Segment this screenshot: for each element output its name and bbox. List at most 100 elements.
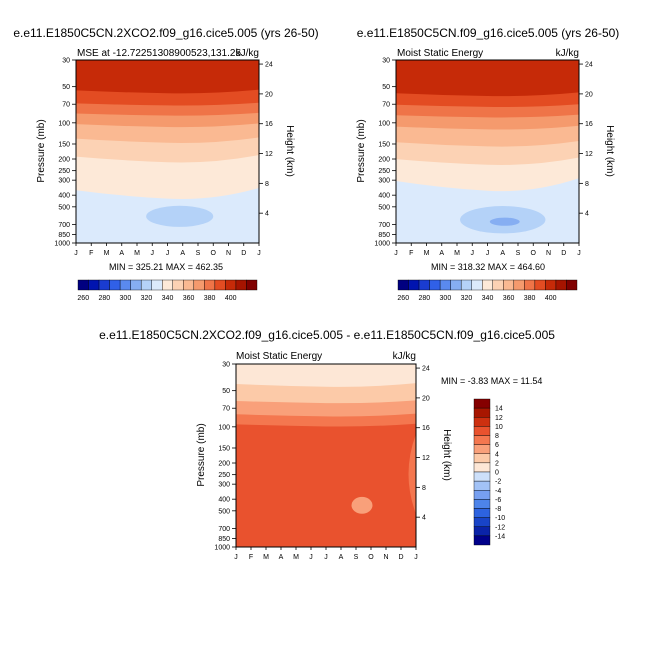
contour-band (76, 60, 259, 94)
colorbar-label: 12 (495, 415, 503, 422)
colorbar-label: 4 (495, 451, 499, 458)
colorbar-swatch (513, 279, 525, 291)
colorbar-swatch (418, 279, 430, 291)
colorbar-swatch (473, 444, 491, 454)
y-right-tick-label: 20 (585, 91, 593, 98)
y-tick-label: 200 (218, 461, 230, 468)
colorbar-label: 10 (495, 424, 503, 431)
x-tick-label: A (500, 250, 505, 257)
colorbar-swatch (524, 279, 536, 291)
colorbar-swatch (172, 279, 184, 291)
colorbar-label: 280 (98, 295, 110, 302)
x-tick-label: O (531, 250, 537, 257)
x-tick-label: A (279, 554, 284, 561)
y-tick-label: 400 (378, 193, 390, 200)
colorbar-label: 340 (482, 295, 494, 302)
x-tick-label: J (257, 250, 261, 257)
colorbar-label: -4 (495, 488, 501, 495)
y-tick-label: 250 (218, 472, 230, 479)
panel-title: e.e11.E1850C5CN.2XCO2.f09_g16.cice5.005 … (99, 328, 555, 342)
panel-title: e.e11.E1850C5CN.f09_g16.cice5.005 (yrs 2… (357, 26, 620, 40)
y-right-tick-label: 12 (265, 151, 273, 158)
colorbar-swatch (473, 499, 491, 509)
colorbar-swatch (534, 279, 546, 291)
y-axis-label: Pressure (mb) (356, 119, 367, 182)
colorbar-swatch (162, 279, 173, 291)
panel-title: e.e11.E1850C5CN.2XCO2.f09_g16.cice5.005 … (13, 26, 318, 40)
colorbar-label: 320 (461, 295, 473, 302)
colorbar-label: -12 (495, 524, 505, 531)
x-tick-label: J (309, 554, 313, 561)
x-tick-label: A (119, 250, 124, 257)
min-max-label: MIN = 318.32 MAX = 464.60 (431, 262, 545, 272)
x-tick-label: N (226, 250, 231, 257)
y-tick-label: 100 (218, 424, 230, 431)
colorbar-label: -14 (495, 533, 505, 540)
panel-control-mse: e.e11.E1850C5CN.f09_g16.cice5.005 (yrs 2… (356, 26, 619, 302)
y-tick-label: 200 (58, 157, 70, 164)
y-tick-label: 250 (378, 168, 390, 175)
y-right-tick-label: 4 (422, 515, 426, 522)
colorbar-swatch (492, 279, 504, 291)
y-tick-label: 850 (378, 232, 390, 239)
colorbar: 260 280 300 320 340 360 380 400 (77, 279, 258, 302)
colorbar-swatch (246, 279, 258, 291)
colorbar-label: -2 (495, 479, 501, 486)
colorbar-label: -8 (495, 506, 501, 513)
colorbar-swatch (98, 279, 110, 291)
y-tick-label: 30 (382, 58, 390, 65)
colorbar-swatch (439, 279, 451, 291)
colorbar-swatch (473, 407, 491, 418)
x-tick-label: D (241, 250, 246, 257)
colorbar-label: 300 (120, 295, 132, 302)
x-tick-label: M (263, 554, 269, 561)
pressure-axis: 30 50 70 100 150 200 250 300 400 500 700 850 1000 (374, 58, 396, 248)
y-right-tick-label: 12 (585, 151, 593, 158)
x-tick-label: M (293, 554, 299, 561)
y-tick-label: 250 (58, 168, 70, 175)
y-right-tick-label: 24 (422, 366, 430, 373)
colorbar-label: -6 (495, 497, 501, 504)
colorbar-label: 400 (545, 295, 557, 302)
colorbar-swatch (151, 279, 163, 291)
y-tick-label: 1000 (374, 241, 390, 248)
colorbar-label: 380 (204, 295, 216, 302)
panel-units: kJ/kg (393, 351, 416, 362)
y-tick-label: 200 (378, 157, 390, 164)
y-axis-right-label: Height (km) (604, 125, 615, 177)
x-tick-label: M (454, 250, 460, 257)
y-tick-label: 1000 (54, 241, 70, 248)
colorbar-label: -10 (495, 515, 505, 522)
colorbar-label: 14 (495, 406, 503, 413)
x-tick-label: J (414, 554, 418, 561)
y-tick-label: 30 (222, 362, 230, 369)
y-tick-label: 400 (58, 193, 70, 200)
x-tick-label: M (134, 250, 140, 257)
colorbar-swatch (473, 417, 491, 427)
y-right-tick-label: 12 (422, 455, 430, 462)
x-tick-label: D (398, 554, 403, 561)
height-axis: 24 20 16 12 8 4 (259, 62, 273, 218)
x-tick-label: A (439, 250, 444, 257)
panel-units: kJ/kg (556, 48, 579, 59)
x-tick-label: N (383, 554, 388, 561)
colorbar-swatch (235, 279, 247, 291)
colorbar-label: 360 (503, 295, 515, 302)
y-tick-label: 850 (58, 232, 70, 239)
colorbar-swatch (88, 279, 100, 291)
colorbar-swatch (429, 279, 441, 291)
y-tick-label: 300 (58, 178, 70, 185)
y-tick-label: 850 (218, 536, 230, 543)
y-right-tick-label: 20 (265, 91, 273, 98)
y-tick-label: 150 (58, 141, 70, 148)
y-tick-label: 700 (378, 222, 390, 229)
y-right-tick-label: 16 (422, 425, 430, 432)
y-right-tick-label: 8 (265, 181, 269, 188)
y-tick-label: 100 (58, 120, 70, 127)
colorbar-label: 280 (418, 295, 430, 302)
min-max-label: MIN = 325.21 MAX = 462.35 (109, 262, 223, 272)
colorbar-label: 340 (162, 295, 174, 302)
colorbar-swatch (193, 279, 205, 291)
colorbar-swatch (473, 462, 491, 473)
